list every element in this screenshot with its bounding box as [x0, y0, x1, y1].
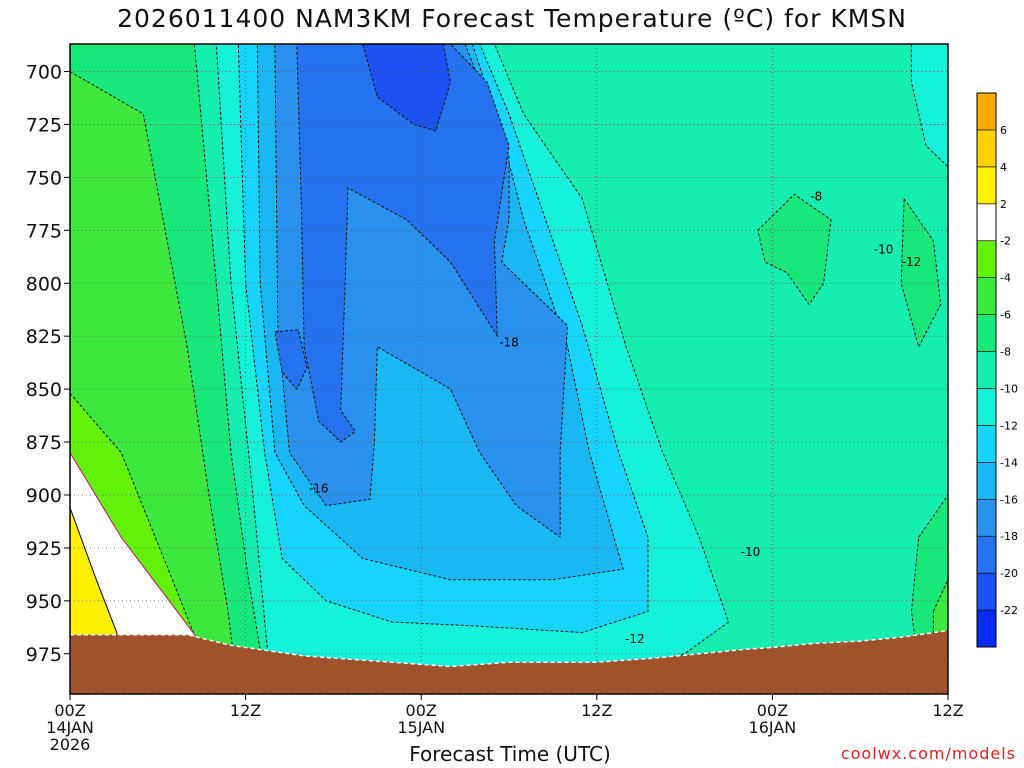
y-tick-label-775: 775: [26, 220, 62, 242]
colorbar-frame: [976, 92, 997, 648]
temperature-region-11: [362, 44, 451, 132]
x-tick-label-60: 12Z: [932, 701, 963, 720]
colorbar-swatch-12: [976, 166, 997, 205]
contour-label-1: -10: [874, 242, 894, 256]
colorbar-label-0: -22: [1000, 604, 1018, 617]
chart-title: 2026011400 NAM3KM Forecast Temperature (…: [117, 4, 907, 33]
x-tick-label-48: 00Z 16JAN: [749, 701, 797, 737]
colorbar-label-9: -4: [1000, 272, 1011, 285]
contour-label-3: -18: [499, 336, 519, 350]
temperature-region-15: [910, 44, 948, 168]
colorbar-swatch-3: [976, 498, 997, 537]
y-tick-label-900: 900: [26, 485, 62, 507]
colorbar-label-2: -18: [1000, 530, 1018, 543]
colorbar-swatch-9: [976, 277, 997, 315]
temperature-region-14: [900, 198, 942, 348]
y-tick-label-875: 875: [26, 432, 62, 454]
plot-area: -8 -10 -12 -18 -16 -10 -12: [70, 44, 948, 694]
y-tick-label-750: 750: [26, 167, 62, 189]
contour-label-2: -12: [902, 255, 922, 269]
colorbar-swatch-8: [976, 314, 997, 352]
colorbar-label-13: 6: [1000, 124, 1007, 137]
colorbar-swatch-11: [976, 203, 997, 242]
colorbar-label-5: -12: [1000, 419, 1018, 432]
colorbar-label-7: -8: [1000, 346, 1011, 359]
y-tick-label-925: 925: [26, 538, 62, 560]
x-tick-label-0: 00Z 14JAN 2026: [46, 701, 94, 754]
y-tick-label-725: 725: [26, 114, 62, 136]
x-tick-label-36: 12Z: [581, 701, 612, 720]
colorbar-swatch-5: [976, 425, 997, 463]
colorbar-swatch-7: [976, 351, 997, 389]
colorbar-swatch-0: [976, 609, 997, 648]
colorbar-label-8: -6: [1000, 309, 1011, 322]
terrain-ground: [70, 629, 948, 694]
y-tick-label-950: 950: [26, 591, 62, 613]
colorbar-label-1: -20: [1000, 567, 1018, 580]
colorbar-label-11: 2: [1000, 198, 1007, 211]
colorbar-label-4: -14: [1000, 456, 1018, 469]
temperature-region-12: [274, 329, 308, 390]
plot-frame: [69, 43, 949, 695]
y-tick-label-850: 850: [26, 379, 62, 401]
x-axis-label: Forecast Time (UTC): [409, 742, 611, 766]
colorbar-swatch-13: [976, 129, 997, 168]
contour-label-0: -8: [810, 189, 822, 203]
colorbar-label-3: -16: [1000, 493, 1018, 506]
colorbar-swatch-6: [976, 388, 997, 426]
temperature-region-10: [296, 44, 510, 443]
colorbar-swatch-4: [976, 462, 997, 500]
contour-label-4: -16: [309, 482, 329, 496]
y-tick-label-975: 975: [26, 644, 62, 666]
y-tick-label-700: 700: [26, 62, 62, 84]
temperature-region-13: [757, 193, 832, 305]
colorbar-swatch-1: [976, 572, 997, 611]
contour-label-6: -12: [625, 632, 645, 646]
colorbar-label-12: 4: [1000, 161, 1007, 174]
y-tick-label-825: 825: [26, 326, 62, 348]
y-tick-label-800: 800: [26, 273, 62, 295]
source-credit: coolwx.com/models: [840, 744, 1016, 763]
colorbar-label-10: -2: [1000, 235, 1011, 248]
colorbar-swatch-10: [976, 240, 997, 278]
colorbar-swatch-2: [976, 535, 997, 574]
x-tick-label-24: 00Z 15JAN: [397, 701, 445, 737]
contour-label-5: -10: [741, 545, 761, 559]
colorbar-swatch-14: [976, 92, 997, 131]
colorbar-label-6: -10: [1000, 382, 1018, 395]
x-tick-label-12: 12Z: [230, 701, 261, 720]
